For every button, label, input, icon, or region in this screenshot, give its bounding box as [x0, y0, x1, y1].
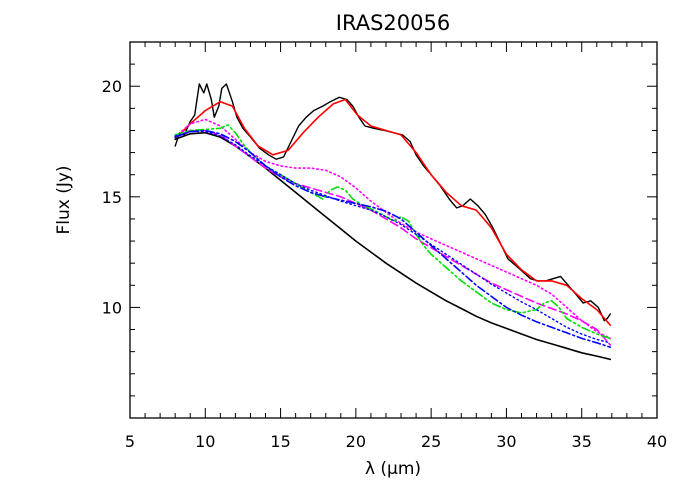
- series-line-7: [174, 129, 612, 348]
- axis-ticks: [129, 41, 658, 419]
- x-tick-label: 20: [346, 432, 366, 451]
- plot-frame: [129, 41, 658, 419]
- series-line-3: [174, 131, 612, 361]
- x-tick-label: 35: [572, 432, 592, 451]
- x-tick-label: 5: [125, 432, 135, 451]
- series-line-6: [174, 124, 612, 340]
- y-tick-label: 10: [102, 298, 122, 317]
- axis-tick-labels: 5 10 15 20 25 30 35 40 10 15 20: [102, 77, 668, 451]
- plot-lines: [174, 83, 612, 361]
- series-line-2: [174, 98, 612, 326]
- x-tick-label: 40: [647, 432, 667, 451]
- x-tick-label: 10: [195, 432, 215, 451]
- chart-title: IRAS20056: [336, 11, 450, 35]
- series-line-8: [174, 130, 611, 344]
- x-tick-label: 15: [270, 432, 290, 451]
- series-line-5: [174, 129, 612, 346]
- x-tick-label: 30: [496, 432, 516, 451]
- x-tick-label: 25: [421, 432, 441, 451]
- y-tick-label: 20: [102, 77, 122, 96]
- x-axis-label: λ (μm): [365, 459, 421, 479]
- y-tick-label: 15: [102, 188, 122, 207]
- y-axis-label: Flux (Jy): [54, 165, 74, 234]
- series-line-4: [174, 118, 612, 340]
